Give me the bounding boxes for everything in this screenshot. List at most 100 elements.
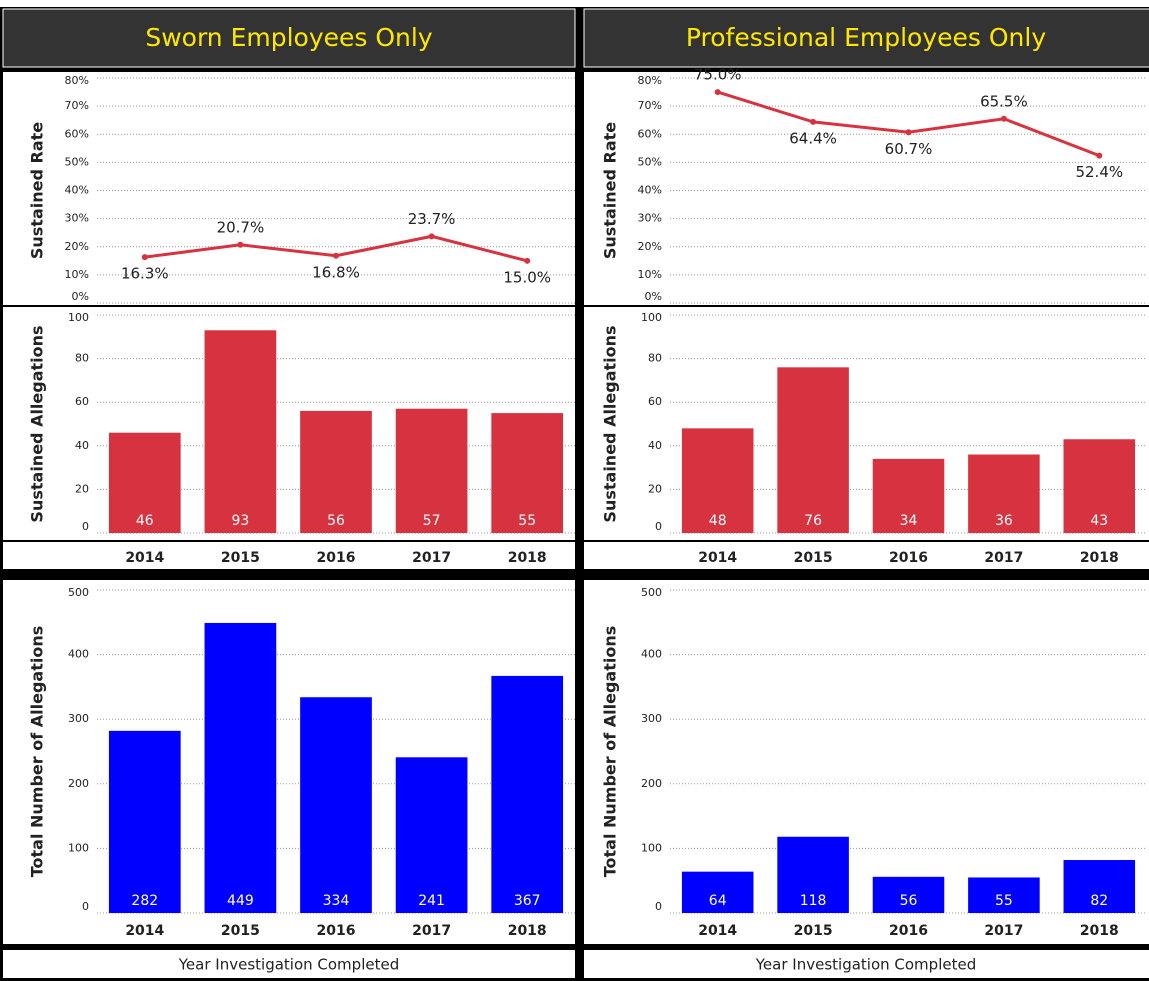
value-label: 16.3% bbox=[121, 265, 169, 283]
x-tick-label: 2017 bbox=[984, 923, 1023, 939]
value-label: 57 bbox=[423, 513, 441, 529]
y-axis-title: Sustained Allegations bbox=[601, 325, 620, 522]
x-tick-label: 2014 bbox=[698, 550, 737, 566]
bar bbox=[777, 367, 849, 533]
point bbox=[524, 257, 531, 264]
y-tick-label: 60 bbox=[75, 395, 89, 408]
y-tick-label: 300 bbox=[641, 712, 662, 725]
y-tick-label: 0 bbox=[655, 900, 662, 913]
y-tick-label: 20% bbox=[638, 240, 662, 253]
x-axis-title: Year Investigation Completed bbox=[178, 956, 399, 974]
x-axis-title: Year Investigation Completed bbox=[755, 956, 976, 974]
bar bbox=[1063, 860, 1136, 913]
bar bbox=[491, 675, 564, 913]
y-tick-label: 60% bbox=[65, 127, 89, 140]
x-tick-label: 2018 bbox=[1080, 550, 1119, 566]
top-strip bbox=[0, 0, 1149, 7]
bar bbox=[395, 757, 468, 913]
y-tick-label: 100 bbox=[68, 311, 89, 324]
panel bbox=[584, 72, 1149, 305]
y-tick-label: 200 bbox=[68, 777, 89, 790]
bar bbox=[681, 871, 754, 913]
value-label: 75.0% bbox=[694, 66, 742, 84]
y-tick-label: 80 bbox=[648, 352, 662, 365]
value-label: 55 bbox=[995, 893, 1013, 909]
x-tick-label: 2017 bbox=[984, 550, 1023, 566]
y-tick-label: 100 bbox=[68, 841, 89, 854]
point bbox=[237, 241, 244, 248]
value-label: 334 bbox=[323, 893, 350, 909]
value-label: 56 bbox=[900, 893, 918, 909]
panel bbox=[3, 307, 575, 569]
panel-title: Sworn Employees Only bbox=[145, 23, 432, 52]
value-label: 64.4% bbox=[789, 129, 837, 147]
bar bbox=[968, 877, 1040, 913]
y-tick-label: 100 bbox=[641, 841, 662, 854]
y-tick-label: 10% bbox=[638, 268, 662, 281]
bar bbox=[108, 432, 181, 533]
value-label: 65.5% bbox=[980, 92, 1028, 110]
y-axis-title: Sustained Rate bbox=[28, 122, 47, 259]
x-tick-label: 2016 bbox=[317, 923, 356, 939]
x-tick-label: 2017 bbox=[412, 923, 451, 939]
bar bbox=[681, 428, 754, 533]
bar bbox=[204, 330, 277, 533]
y-tick-label: 300 bbox=[68, 712, 89, 725]
y-tick-label: 30% bbox=[638, 212, 662, 225]
point bbox=[810, 118, 817, 125]
value-label: 48 bbox=[709, 513, 727, 529]
bar bbox=[1063, 439, 1136, 533]
value-label: 367 bbox=[514, 893, 541, 909]
y-tick-label: 200 bbox=[641, 777, 662, 790]
x-tick-label: 2017 bbox=[412, 550, 451, 566]
value-label: 43 bbox=[1090, 513, 1108, 529]
value-label: 52.4% bbox=[1075, 163, 1123, 181]
point bbox=[141, 254, 148, 261]
bar bbox=[204, 622, 277, 913]
bar bbox=[872, 458, 945, 533]
value-label: 16.8% bbox=[312, 263, 360, 281]
value-label: 15.0% bbox=[503, 268, 551, 286]
value-label: 46 bbox=[136, 513, 154, 529]
bar bbox=[777, 836, 849, 913]
header bbox=[2, 8, 576, 68]
value-label: 60.7% bbox=[885, 140, 933, 158]
y-tick-label: 30% bbox=[65, 212, 89, 225]
y-tick-label: 20 bbox=[648, 482, 662, 495]
point bbox=[714, 89, 721, 96]
x-tick-label: 2014 bbox=[698, 923, 737, 939]
y-axis-title: Total Number of Allegations bbox=[601, 626, 620, 878]
y-tick-label: 80% bbox=[65, 74, 89, 87]
value-label: 64 bbox=[709, 893, 727, 909]
bar bbox=[491, 413, 564, 533]
x-tick-label: 2016 bbox=[889, 923, 928, 939]
point bbox=[1096, 152, 1103, 159]
bar bbox=[395, 408, 468, 533]
point bbox=[428, 233, 435, 240]
bar bbox=[872, 876, 945, 913]
x-tick-label: 2015 bbox=[221, 923, 260, 939]
value-label: 93 bbox=[231, 513, 249, 529]
y-axis-title: Total Number of Allegations bbox=[28, 626, 47, 878]
y-tick-label: 60% bbox=[638, 127, 662, 140]
y-tick-label: 40 bbox=[75, 439, 89, 452]
y-tick-label: 10% bbox=[65, 268, 89, 281]
y-tick-label: 50% bbox=[65, 155, 89, 168]
bar bbox=[968, 454, 1040, 533]
y-tick-label: 400 bbox=[641, 648, 662, 661]
y-tick-label: 20 bbox=[75, 482, 89, 495]
value-label: 76 bbox=[804, 513, 822, 529]
x-tick-label: 2018 bbox=[1080, 923, 1119, 939]
x-tick-label: 2018 bbox=[508, 550, 547, 566]
value-label: 36 bbox=[995, 513, 1013, 529]
x-tick-label: 2016 bbox=[317, 550, 356, 566]
panel bbox=[3, 950, 575, 978]
panel bbox=[584, 950, 1149, 978]
value-label: 449 bbox=[227, 893, 254, 909]
y-tick-label: 500 bbox=[641, 586, 662, 599]
value-label: 118 bbox=[800, 893, 827, 909]
x-tick-label: 2015 bbox=[221, 550, 260, 566]
y-tick-label: 70% bbox=[65, 99, 89, 112]
value-label: 241 bbox=[418, 893, 445, 909]
